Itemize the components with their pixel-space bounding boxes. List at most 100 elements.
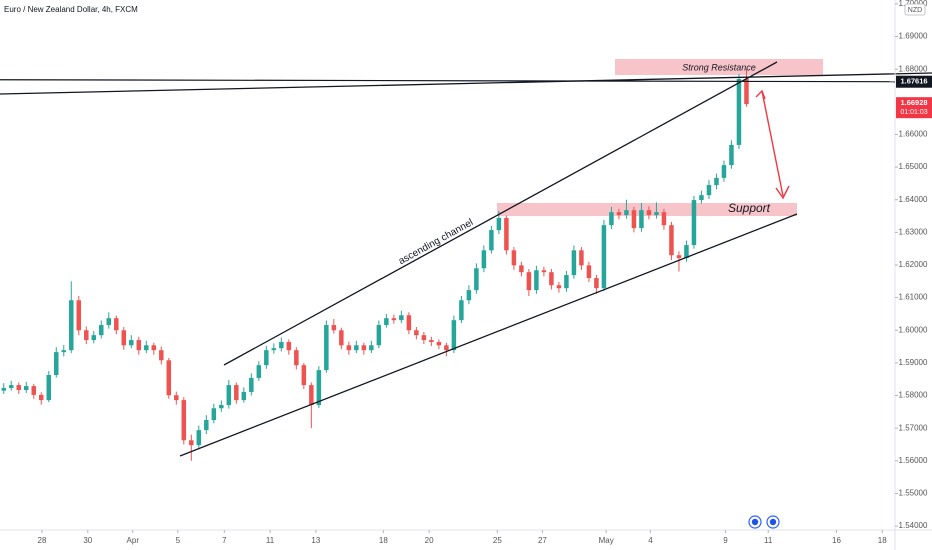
event-icon-dot: [751, 518, 759, 526]
support-zone: [497, 203, 797, 216]
candle-body: [496, 218, 502, 231]
candle-body: [369, 345, 374, 351]
x-tick-label: 30: [83, 536, 92, 545]
candle-body: [519, 265, 524, 273]
candle-body: [286, 342, 292, 351]
event-icon-dot: [769, 518, 777, 526]
candle-body: [181, 400, 187, 441]
x-tick-label: 11: [764, 536, 773, 545]
y-tick-label: 1.56000: [899, 456, 928, 465]
candle-body: [16, 385, 22, 390]
x-tick-label: 20: [425, 536, 434, 545]
x-tick-label: 18: [878, 536, 887, 545]
candle-body: [301, 365, 307, 386]
candle-body: [294, 350, 299, 366]
candle-body: [256, 365, 262, 378]
support-label: Support: [728, 201, 771, 215]
candle-body: [661, 212, 667, 226]
arrow-tail: [755, 89, 766, 100]
candle-body: [444, 345, 449, 351]
candle-body: [226, 385, 232, 406]
candle-body: [76, 300, 82, 331]
x-tick-label: 27: [538, 536, 547, 545]
candle-body: [601, 225, 607, 289]
candle-body: [234, 385, 239, 401]
candle-body: [676, 255, 682, 259]
candle-body: [211, 408, 217, 421]
candle-body: [24, 386, 29, 390]
x-tick-label: 13: [311, 536, 320, 545]
y-tick-label: 1.68000: [899, 64, 928, 73]
candle-body: [1, 388, 7, 391]
candle-body: [624, 210, 629, 216]
candle-body: [91, 335, 97, 341]
candle-body: [699, 195, 704, 201]
candle-body: [714, 177, 719, 186]
candle-body: [151, 345, 157, 351]
candle-body: [474, 268, 479, 291]
candle-body: [31, 386, 37, 395]
channel-lower: [179, 213, 798, 457]
x-tick-label: 7: [222, 536, 227, 545]
price-tags: 1.67616 1.66928 01:01:03: [0, 75, 932, 119]
arrow-head: [775, 185, 790, 200]
x-tick-label: 4: [648, 536, 653, 545]
candle-body: [526, 272, 532, 291]
x-tick-label: 5: [176, 536, 181, 545]
x-tick-label: 28: [38, 536, 47, 545]
y-tick-label: 1.54000: [899, 521, 928, 530]
candle-body: [159, 350, 164, 361]
currency-label: NZD: [908, 7, 922, 14]
candle-body: [729, 144, 734, 166]
candle-body: [61, 350, 67, 353]
candle-body: [511, 250, 517, 266]
candle-body: [376, 325, 382, 346]
candle-body: [174, 395, 179, 401]
resistance-label: Strong Resistance: [682, 62, 756, 72]
candle-body: [339, 330, 344, 346]
candle-body: [466, 290, 472, 301]
candle-body: [459, 300, 464, 321]
y-tick-label: 1.58000: [899, 391, 928, 400]
x-tick-label: 16: [832, 536, 841, 545]
candle-body: [504, 218, 509, 251]
candle-body: [54, 352, 59, 375]
candle-body: [669, 225, 674, 256]
candle-body: [189, 440, 194, 446]
candle-body: [166, 360, 172, 396]
candle-body: [264, 350, 269, 366]
y-tick-label: 1.59000: [899, 358, 928, 367]
candle-body: [99, 325, 104, 336]
candle-body: [736, 78, 742, 145]
candle-body: [121, 330, 127, 346]
y-tick-label: 1.57000: [899, 423, 928, 432]
currency-badge: [904, 3, 926, 16]
resistance-zone: [615, 59, 823, 75]
candle-body: [706, 185, 712, 196]
candle-body: [429, 340, 434, 343]
candle-body: [324, 325, 329, 371]
candle-body: [579, 250, 584, 266]
candle-body: [691, 200, 697, 246]
candle-body: [571, 250, 577, 276]
y-tick-label: 1.69000: [899, 32, 928, 41]
y-tick-label: 1.66000: [899, 130, 928, 139]
candle-body: [204, 420, 209, 431]
candle-body: [646, 210, 652, 216]
candle-body: [219, 405, 224, 409]
candle-body: [69, 300, 74, 351]
candle-body: [549, 272, 554, 286]
candle-body: [721, 165, 727, 178]
candle-body: [631, 210, 637, 229]
candle-body: [129, 340, 134, 346]
candle-body: [271, 348, 277, 351]
y-tick-label: 1.63000: [899, 227, 928, 236]
candle-body: [744, 78, 749, 105]
resistance-level: [0, 79, 896, 83]
candle-body: [586, 265, 592, 279]
candle-body: [309, 385, 314, 406]
candle-body: [564, 275, 569, 289]
channel-upper: [223, 61, 778, 366]
